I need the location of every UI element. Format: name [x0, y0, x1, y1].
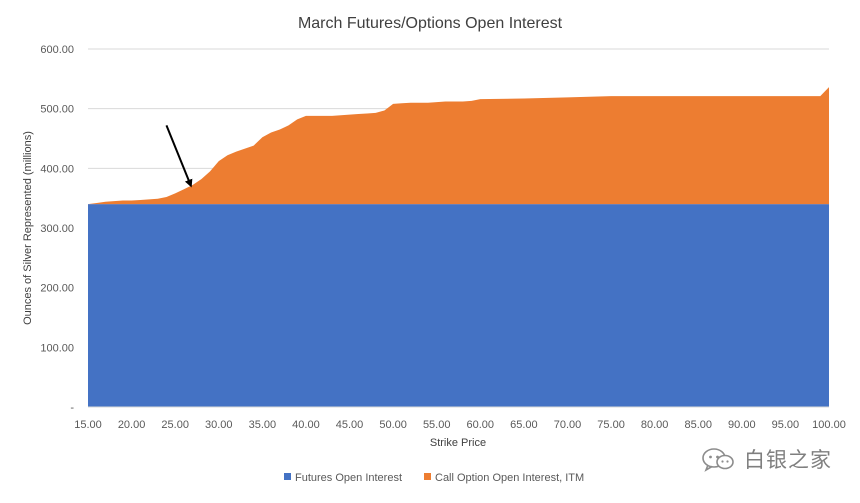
x-tick-label: 35.00 — [249, 419, 277, 431]
watermark-text: 白银之家 — [744, 448, 832, 472]
legend-swatch — [424, 473, 431, 480]
annotations — [165, 124, 193, 188]
y-tick-label: 500.00 — [40, 104, 74, 116]
annotation-arrow — [165, 124, 193, 188]
x-tick-label: 75.00 — [597, 419, 625, 431]
axes: - 100.00 200.00 300.00 400.00 500.00 600.00 15.… — [40, 44, 845, 431]
legend-label: Futures Open Interest — [295, 472, 402, 484]
watermark: 白银之家 — [700, 444, 832, 474]
y-tick-label: 600.00 — [40, 44, 74, 56]
y-tick-label: 400.00 — [40, 163, 74, 175]
x-tick-label: 80.00 — [641, 419, 669, 431]
x-tick-label: 90.00 — [728, 419, 756, 431]
x-tick-label: 20.00 — [118, 419, 146, 431]
x-tick-label: 60.00 — [467, 419, 495, 431]
y-tick-label: 200.00 — [40, 283, 74, 295]
x-axis-label: Strike Price — [430, 437, 486, 449]
x-tick-label: 30.00 — [205, 419, 233, 431]
x-tick-label: 40.00 — [292, 419, 320, 431]
y-axis-label: Ounces of Silver Represented (millions) — [22, 131, 34, 325]
x-tick-label: 85.00 — [684, 419, 712, 431]
x-tick-label: 95.00 — [772, 419, 800, 431]
y-tick-label: 100.00 — [40, 342, 74, 354]
x-tick-label: 65.00 — [510, 419, 538, 431]
legend: Futures Open Interest Call Option Open In… — [284, 472, 584, 484]
y-tick-label: - — [70, 402, 74, 414]
series-area-call-option-open-interest-itm — [88, 87, 829, 205]
x-tick-label: 45.00 — [336, 419, 364, 431]
y-tick-label: 300.00 — [40, 223, 74, 235]
legend-label: Call Option Open Interest, ITM — [435, 472, 584, 484]
x-tick-label: 25.00 — [161, 419, 189, 431]
series-area-futures-open-interest — [88, 204, 829, 407]
x-tick-label: 100.00 — [812, 419, 846, 431]
plot-areas — [88, 87, 829, 407]
x-tick-label: 55.00 — [423, 419, 451, 431]
chart-title: March Futures/Options Open Interest — [298, 15, 563, 32]
wechat-icon — [702, 448, 734, 472]
legend-swatch — [284, 473, 291, 480]
x-tick-label: 50.00 — [379, 419, 407, 431]
x-tick-label: 15.00 — [74, 419, 102, 431]
x-tick-label: 70.00 — [554, 419, 582, 431]
